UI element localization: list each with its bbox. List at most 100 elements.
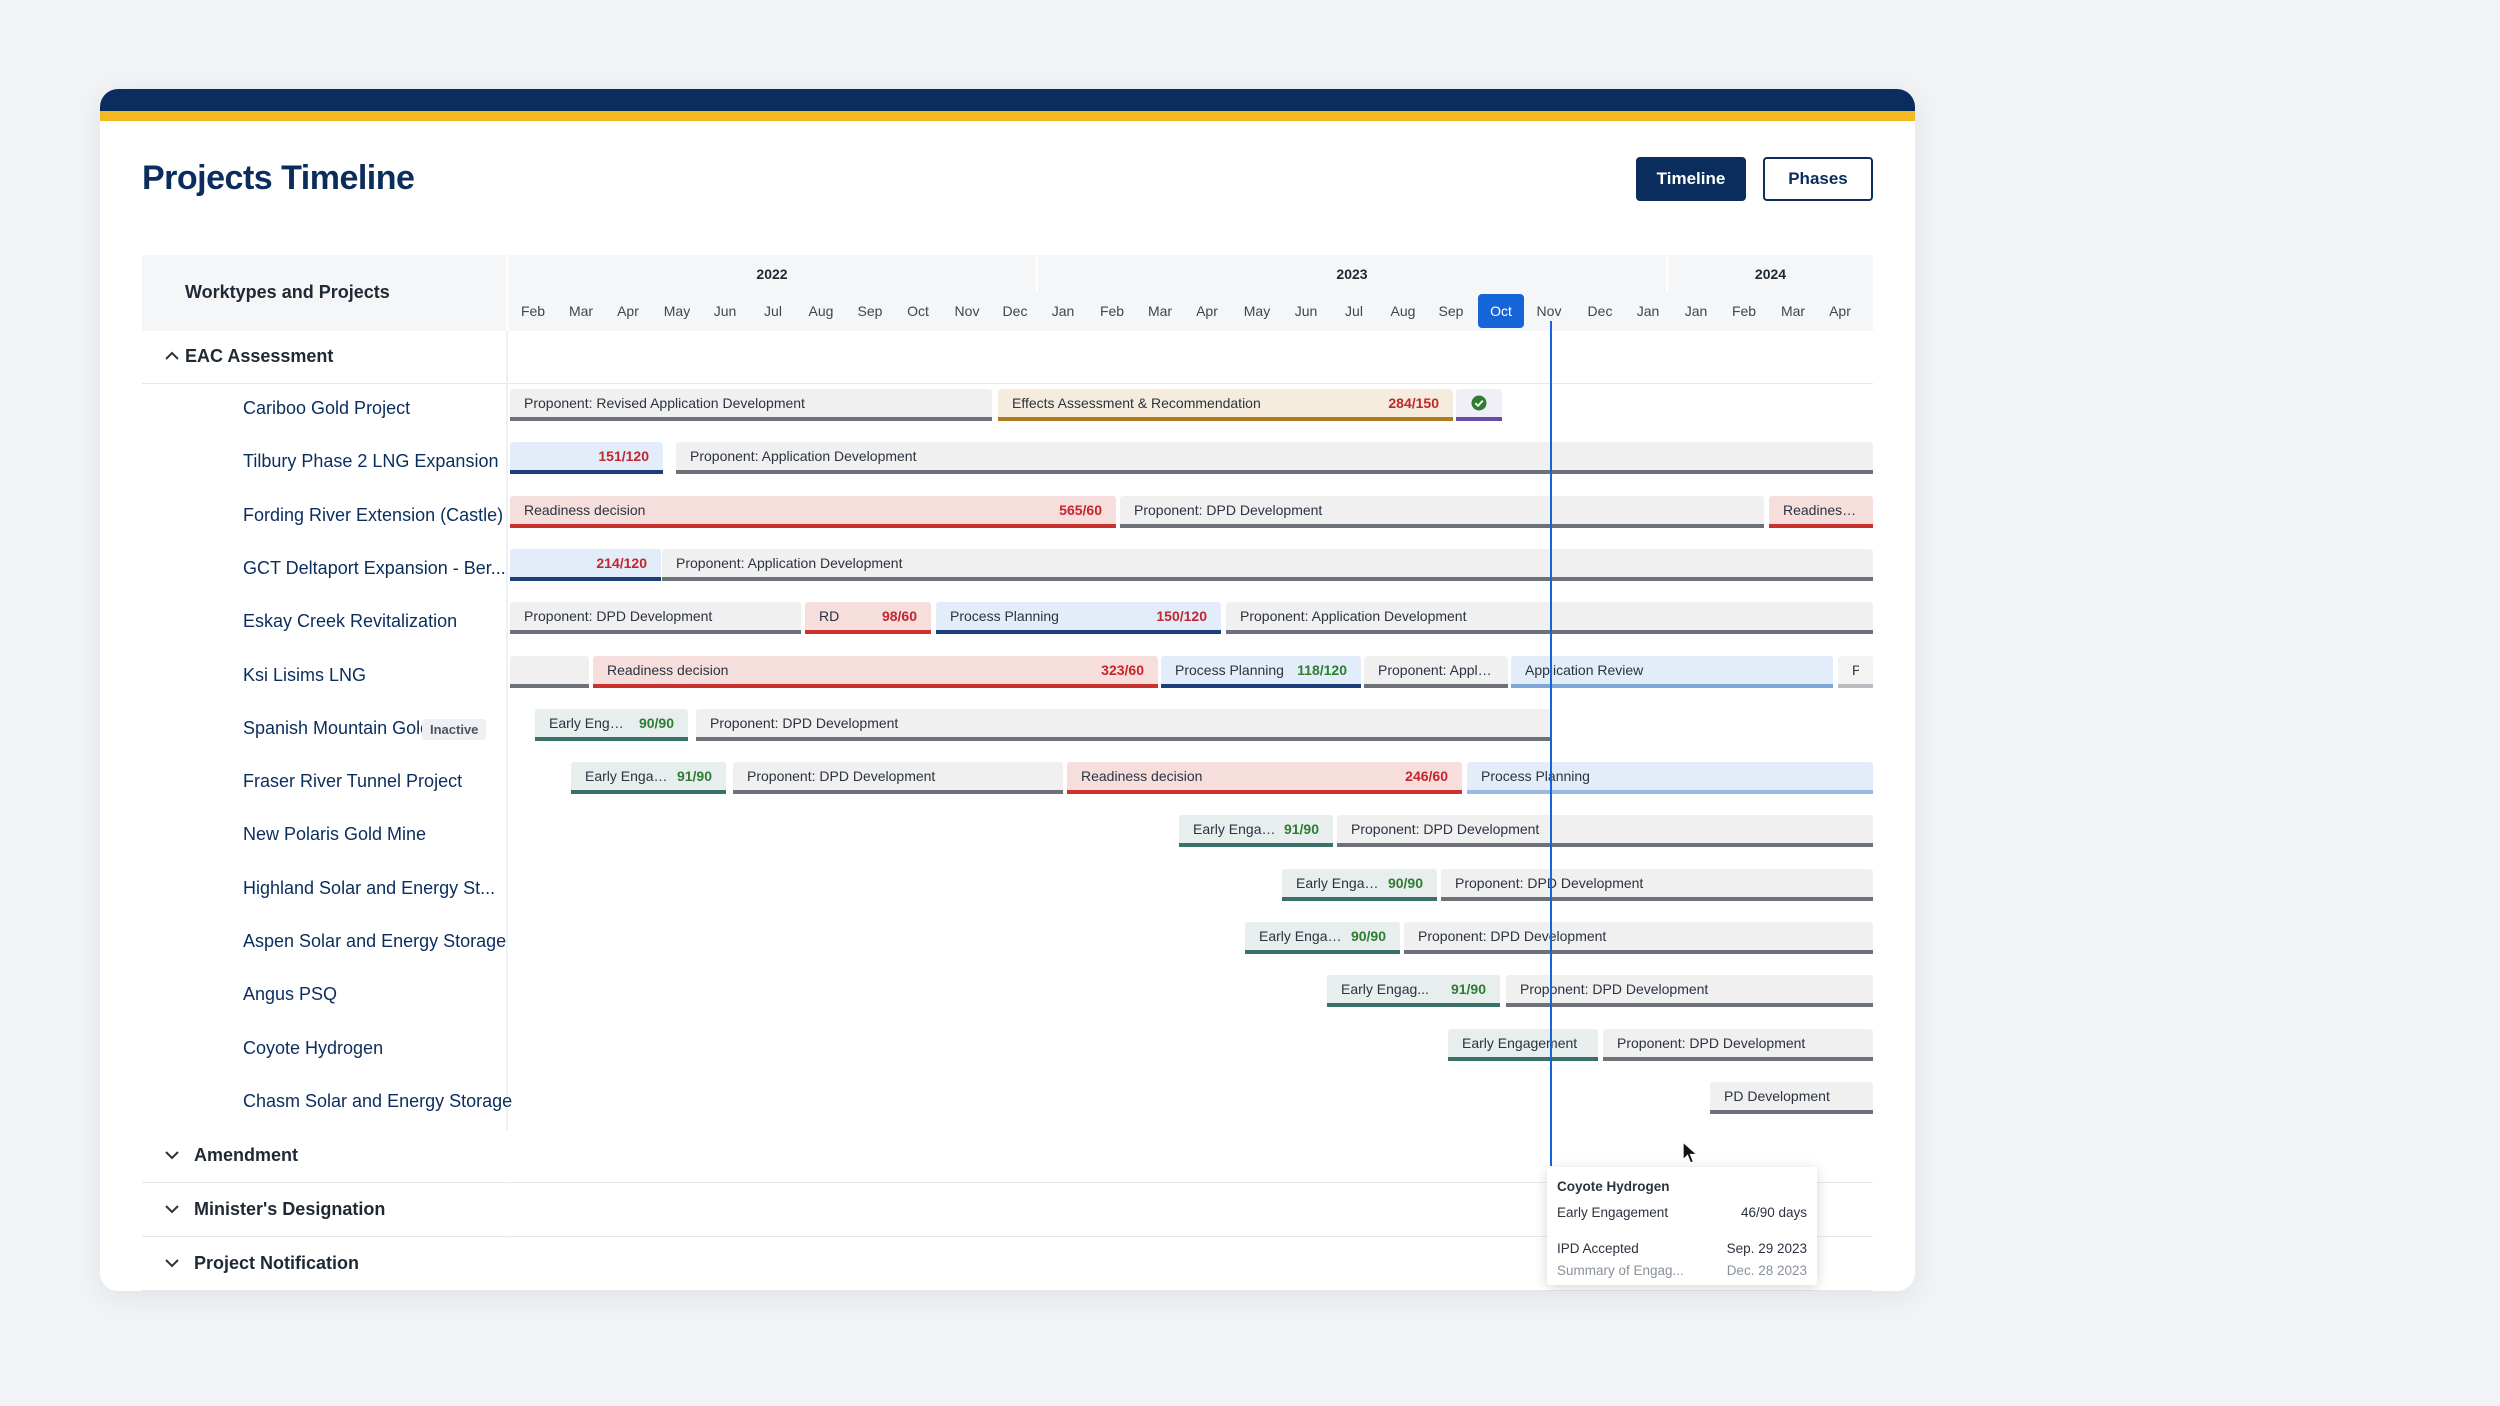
month-label: Sep bbox=[857, 303, 883, 319]
phase-bar[interactable]: Application Review bbox=[1511, 655, 1833, 688]
phase-day-count: 91/90 bbox=[1450, 981, 1486, 998]
timeline-view-button[interactable]: Timeline bbox=[1636, 157, 1746, 201]
today-line bbox=[1550, 321, 1552, 1166]
phase-bar[interactable] bbox=[510, 655, 589, 688]
phase-bar[interactable]: Early Engag... 90/90 bbox=[535, 708, 688, 741]
tooltip-milestone-1-date: Sep. 29 2023 bbox=[1726, 1241, 1807, 1256]
project-name[interactable]: Chasm Solar and Energy Storage bbox=[243, 1090, 513, 1111]
phase-bar[interactable]: Proponent: DPD Development bbox=[1120, 495, 1764, 528]
phase-bar[interactable]: Readiness decision 246/60 bbox=[1067, 762, 1462, 795]
project-name[interactable]: Eskay Creek Revitalization bbox=[243, 611, 458, 632]
year-divider bbox=[1036, 257, 1038, 291]
project-name[interactable]: New Polaris Gold Mine bbox=[243, 824, 427, 845]
timeline-header: 2022 2023 2024 Feb Mar Apr May Jun Jul Aug Sep Oct N… bbox=[508, 255, 1873, 331]
tooltip-milestone-2-date: Dec. 28 2023 bbox=[1726, 1263, 1807, 1278]
project-name[interactable]: Aspen Solar and Energy Storage bbox=[243, 931, 507, 951]
phase-bar[interactable]: Readiness d... bbox=[1769, 495, 1873, 528]
phase-bar[interactable]: Proponent: DPD Development bbox=[733, 762, 1063, 795]
phase-bar[interactable]: P... bbox=[1838, 655, 1873, 688]
phase-bar-label: Proponent: DPD Development bbox=[747, 768, 936, 785]
phase-bar[interactable]: Process Planning 150/120 bbox=[936, 602, 1221, 635]
column-header-label: Worktypes and Projects bbox=[185, 282, 390, 302]
phase-bar-label: Proponent: DPD Development bbox=[1520, 981, 1709, 998]
phase-bar[interactable]: Proponent: DPD Development bbox=[1506, 975, 1873, 1008]
year-divider bbox=[1666, 257, 1668, 291]
phase-bar-label: PD Development bbox=[1724, 1087, 1830, 1104]
phase-bar-label: Early Engag... bbox=[585, 768, 669, 785]
phase-bar-label: Proponent: Application Development bbox=[690, 448, 917, 465]
column-divider bbox=[506, 331, 508, 1291]
phase-bar[interactable]: Proponent: DPD Development bbox=[1603, 1028, 1873, 1061]
worktype-group-row[interactable]: EAC Assessment bbox=[142, 331, 1873, 384]
chevron-down-icon[interactable] bbox=[162, 1199, 182, 1219]
phase-bar[interactable]: Early Engag... 90/90 bbox=[1282, 868, 1437, 901]
phase-day-count: 90/90 bbox=[638, 714, 674, 731]
phase-bar-label: Process Planning bbox=[1481, 768, 1590, 785]
project-name[interactable]: Cariboo Gold Project bbox=[243, 398, 411, 418]
brand-bar-navy bbox=[100, 89, 1915, 111]
project-name[interactable]: Spanish Mountain Gold Pr... bbox=[243, 717, 468, 738]
phase-bar[interactable]: Proponent: DPD Development bbox=[510, 602, 801, 635]
phase-bar[interactable] bbox=[1456, 389, 1502, 421]
phase-bar-label: Proponent: DPD Development bbox=[524, 608, 713, 625]
phase-bar[interactable]: Early Engag... 91/90 bbox=[571, 762, 726, 795]
phase-bar-label: RD bbox=[819, 608, 840, 625]
project-name[interactable]: Fording River Extension (Castle) bbox=[243, 504, 504, 525]
month-label: Aug bbox=[1390, 303, 1416, 319]
month-label: Mar bbox=[1147, 303, 1173, 319]
phase-bar[interactable]: Effects Assessment & Recommendation 284/1… bbox=[998, 389, 1453, 421]
phase-bar[interactable]: Readiness decision 565/60 bbox=[510, 495, 1116, 528]
phase-bar[interactable]: Early Engag... 91/90 bbox=[1179, 815, 1333, 848]
phase-bar[interactable]: RD 98/60 bbox=[805, 602, 931, 635]
worktype-group-label: Amendment bbox=[194, 1145, 299, 1165]
month-label: Sep bbox=[1438, 303, 1464, 319]
project-name[interactable]: Ksi Lisims LNG bbox=[243, 664, 367, 685]
month-label: Oct bbox=[907, 303, 929, 319]
phase-bar[interactable]: Proponent: Application Development bbox=[662, 548, 1873, 581]
phase-bar[interactable]: Early Engag... 90/90 bbox=[1245, 922, 1400, 954]
chevron-up-icon[interactable] bbox=[162, 346, 182, 366]
current-month-marker: Oct bbox=[1478, 294, 1524, 328]
phase-bar[interactable]: Proponent: Application Development bbox=[1226, 602, 1873, 635]
page-title: Projects Timeline bbox=[142, 159, 415, 197]
project-name[interactable]: Tilbury Phase 2 LNG Expansion bbox=[243, 451, 499, 472]
check-circle-icon bbox=[1471, 395, 1487, 411]
project-name[interactable]: Angus PSQ bbox=[243, 984, 338, 1005]
project-name[interactable]: Highland Solar and Energy St... bbox=[243, 877, 496, 898]
phase-bar[interactable]: Early Engag... 91/90 bbox=[1327, 975, 1500, 1008]
phase-bar-label: Effects Assessment & Recommendation bbox=[1012, 395, 1261, 411]
project-name[interactable]: Coyote Hydrogen bbox=[243, 1037, 384, 1058]
month-label: Jul bbox=[1345, 303, 1363, 319]
phase-bar-label: Proponent: DPD Development bbox=[1617, 1034, 1806, 1051]
phase-bar-label: Proponent: DPD Development bbox=[1351, 821, 1540, 838]
project-name[interactable]: GCT Deltaport Expansion - Ber... bbox=[243, 557, 506, 578]
phase-day-count: 150/120 bbox=[1156, 608, 1207, 625]
phase-bar[interactable]: Proponent: DPD Development bbox=[1404, 922, 1873, 954]
phase-bar[interactable]: Process Planning bbox=[1467, 762, 1873, 795]
phase-day-count: 214/120 bbox=[596, 554, 647, 571]
phase-bar[interactable]: Early Engagement bbox=[1448, 1028, 1598, 1061]
phase-bar[interactable]: PD Development bbox=[1710, 1081, 1873, 1114]
phase-bar[interactable]: Proponent: Applic... bbox=[1364, 655, 1508, 688]
month-label: Jan bbox=[1636, 303, 1660, 319]
project-name[interactable]: Fraser River Tunnel Project bbox=[243, 771, 463, 792]
phase-bar-label: Readiness decision bbox=[607, 661, 729, 678]
phase-bar-label: Application Review bbox=[1525, 661, 1644, 678]
chevron-down-icon[interactable] bbox=[162, 1145, 182, 1165]
phase-bar[interactable]: Proponent: DPD Development bbox=[696, 708, 1551, 741]
phase-bar-label: Process Planning bbox=[950, 608, 1059, 625]
phase-day-count: 98/60 bbox=[881, 608, 917, 625]
phase-bar[interactable]: 214/120 bbox=[510, 548, 661, 581]
phase-bar[interactable]: Process Planning 118/120 bbox=[1161, 655, 1361, 688]
month-label: Jan bbox=[1684, 303, 1708, 319]
phase-bar[interactable]: 151/120 bbox=[510, 442, 663, 475]
phase-bar[interactable]: Proponent: DPD Development bbox=[1337, 815, 1873, 848]
phase-bar[interactable]: Proponent: Revised Application Developme… bbox=[510, 389, 992, 421]
phase-bar-label: Proponent: Revised Application Developme… bbox=[524, 395, 805, 411]
phase-bar[interactable]: Proponent: Application Development bbox=[676, 442, 1873, 475]
phases-view-button[interactable]: Phases bbox=[1763, 157, 1873, 201]
column-header: Worktypes and Projects bbox=[142, 255, 506, 331]
chevron-down-icon[interactable] bbox=[162, 1253, 182, 1273]
phase-bar[interactable]: Proponent: DPD Development bbox=[1441, 868, 1873, 901]
phase-bar[interactable]: Readiness decision 323/60 bbox=[593, 655, 1158, 688]
